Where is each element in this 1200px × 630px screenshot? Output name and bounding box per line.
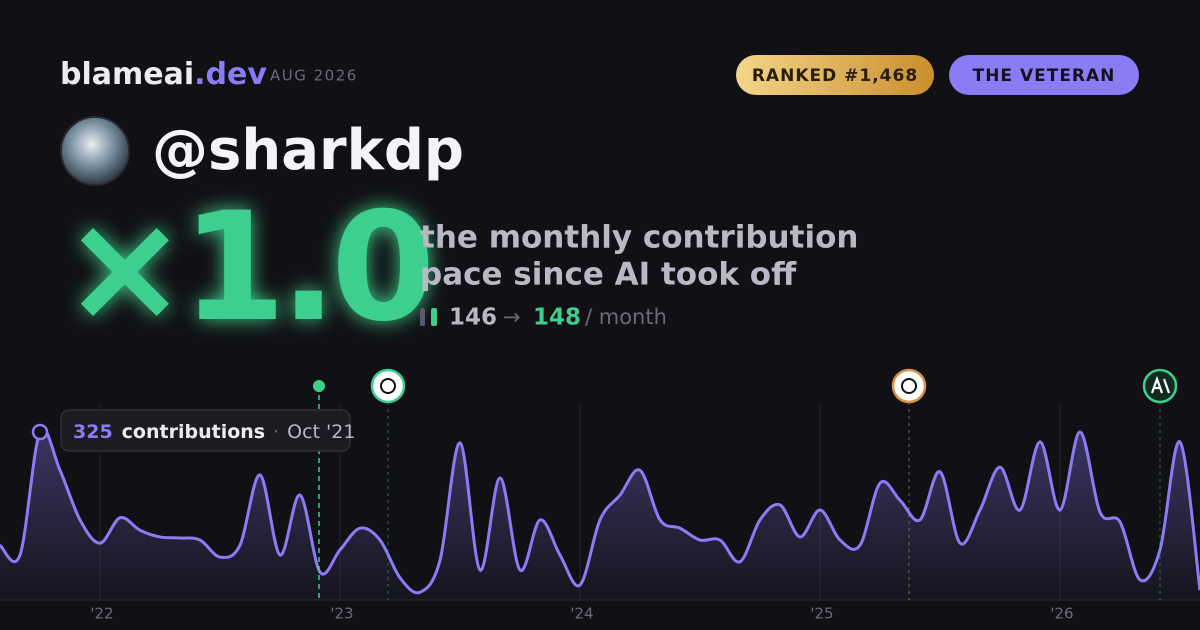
brand-date: AUG 2026: [270, 67, 358, 85]
multiplier: ×1.0: [62, 181, 429, 355]
brand-tld: .dev: [194, 57, 267, 92]
event-icon: [370, 368, 406, 404]
area: [0, 428, 1200, 600]
tooltip-text: 325 contributions · Oct '21: [73, 421, 355, 443]
pace-unit: / month: [585, 305, 667, 329]
x-tick-label: '26: [1050, 605, 1073, 623]
x-tick-label: '22: [90, 605, 113, 623]
pace-arrow: →: [503, 305, 521, 329]
rank-badge: [736, 55, 934, 95]
before-chip: [420, 308, 425, 326]
event-icon-glyph: [901, 378, 917, 394]
tooltip-label: contributions: [122, 421, 265, 443]
tooltip-separator: ·: [273, 421, 279, 443]
line: [0, 427, 1200, 595]
headline-line2: pace since AI took off: [420, 257, 797, 293]
x-tick-label: '24: [570, 605, 593, 623]
after-chip: [431, 308, 437, 326]
persona-text: THE VETERAN: [973, 66, 1116, 86]
brand-name: blameai.dev: [60, 57, 267, 92]
avatar: [60, 116, 130, 186]
tooltip-value: 325: [73, 421, 113, 443]
x-tick-label: '23: [330, 605, 353, 623]
user-handle: @sharkdp: [152, 118, 464, 183]
persona-badge: [949, 55, 1139, 95]
pace-after: 148: [533, 305, 581, 331]
event-icon: [891, 368, 927, 404]
peak-marker: [31, 423, 49, 441]
pace-before: 146: [449, 305, 497, 331]
rank-text: RANKED #1,468: [752, 66, 918, 86]
tooltip-date: Oct '21: [287, 421, 355, 443]
event-icon-glyph: [380, 378, 396, 394]
x-tick-label: '25: [810, 605, 833, 623]
chart: '22 '23 '24 '25 '26: [0, 405, 1200, 623]
headline-line1: the monthly contribution: [420, 220, 858, 256]
event-icon-glyph: [1150, 375, 1171, 394]
brand-name-text: blameai: [60, 57, 194, 92]
tooltip: [60, 409, 351, 452]
ai-takeoff-dot: [313, 380, 325, 392]
